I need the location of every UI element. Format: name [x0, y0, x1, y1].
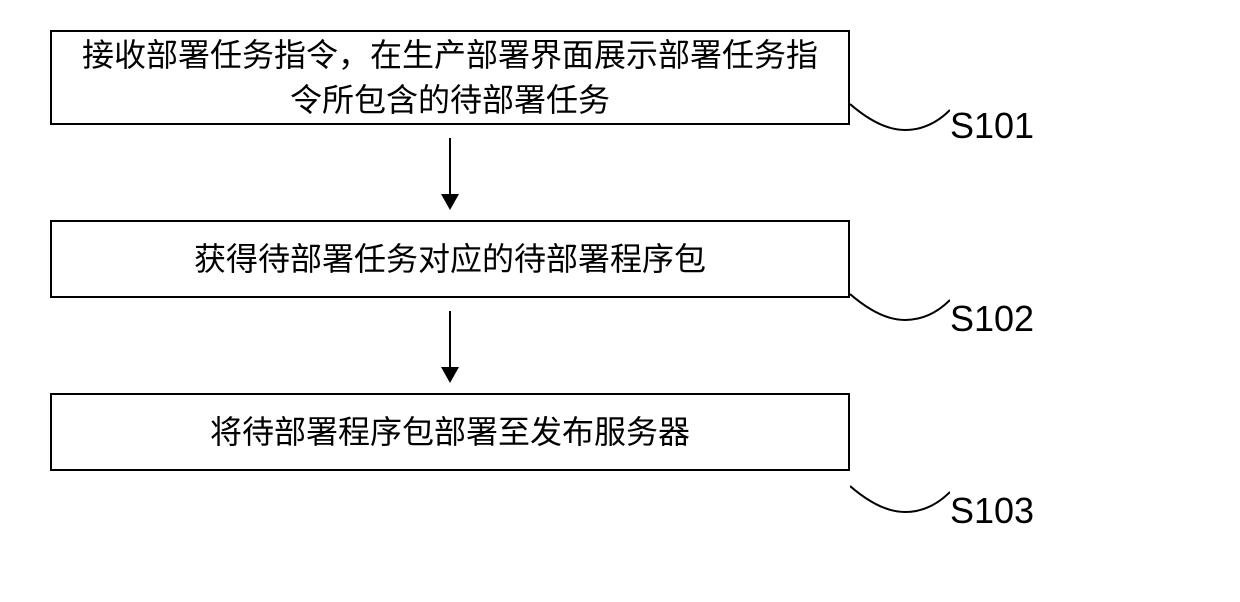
- arrow-head-2: [441, 367, 459, 383]
- arrow-1: [50, 125, 850, 220]
- step-label-1: S101: [950, 105, 1034, 147]
- flowchart-step-1: 接收部署任务指令，在生产部署界面展示部署任务指令所包含的待部署任务: [50, 30, 850, 125]
- connector-curve-3: [850, 472, 950, 522]
- step-1-text: 接收部署任务指令，在生产部署界面展示部署任务指令所包含的待部署任务: [72, 33, 828, 123]
- step-label-3: S103: [950, 490, 1034, 532]
- arrow-2: [50, 298, 850, 393]
- arrow-head-1: [441, 194, 459, 210]
- connector-curve-1: [850, 90, 950, 140]
- step-2-text: 获得待部署任务对应的待部署程序包: [194, 237, 706, 282]
- step-label-2: S102: [950, 298, 1034, 340]
- step-3-text: 将待部署程序包部署至发布服务器: [210, 410, 690, 455]
- flowchart-step-2: 获得待部署任务对应的待部署程序包: [50, 220, 850, 298]
- flowchart-container: 接收部署任务指令，在生产部署界面展示部署任务指令所包含的待部署任务 S101 获…: [50, 30, 1190, 471]
- flowchart-step-3: 将待部署程序包部署至发布服务器: [50, 393, 850, 471]
- arrow-line-2: [449, 311, 451, 381]
- arrow-line-1: [449, 138, 451, 208]
- connector-curve-2: [850, 280, 950, 330]
